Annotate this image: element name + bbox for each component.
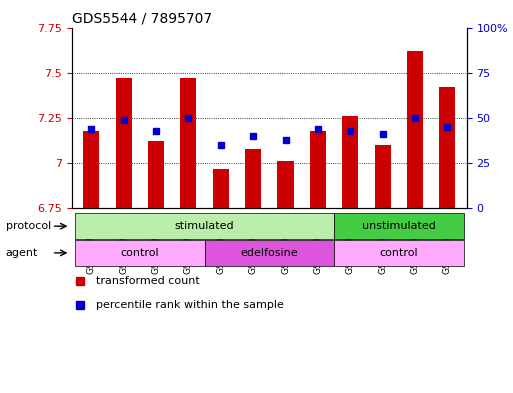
Bar [180, 78, 196, 208]
Bar [374, 145, 391, 208]
Bar [439, 87, 456, 208]
Text: control: control [380, 248, 418, 258]
Text: percentile rank within the sample: percentile rank within the sample [95, 300, 283, 310]
Text: edelfosine: edelfosine [241, 248, 298, 258]
Bar [310, 130, 326, 208]
Bar [342, 116, 359, 208]
Bar [148, 141, 164, 208]
Bar [407, 51, 423, 208]
Text: control: control [121, 248, 159, 258]
Bar [245, 149, 261, 208]
Bar [83, 130, 100, 208]
Text: agent: agent [6, 248, 38, 258]
Text: stimulated: stimulated [175, 221, 234, 231]
Bar [213, 169, 229, 208]
Bar [278, 161, 293, 208]
Text: protocol: protocol [6, 221, 51, 231]
Text: GDS5544 / 7895707: GDS5544 / 7895707 [72, 12, 212, 26]
Text: transformed count: transformed count [95, 276, 199, 286]
Bar [115, 78, 132, 208]
Text: unstimulated: unstimulated [362, 221, 436, 231]
